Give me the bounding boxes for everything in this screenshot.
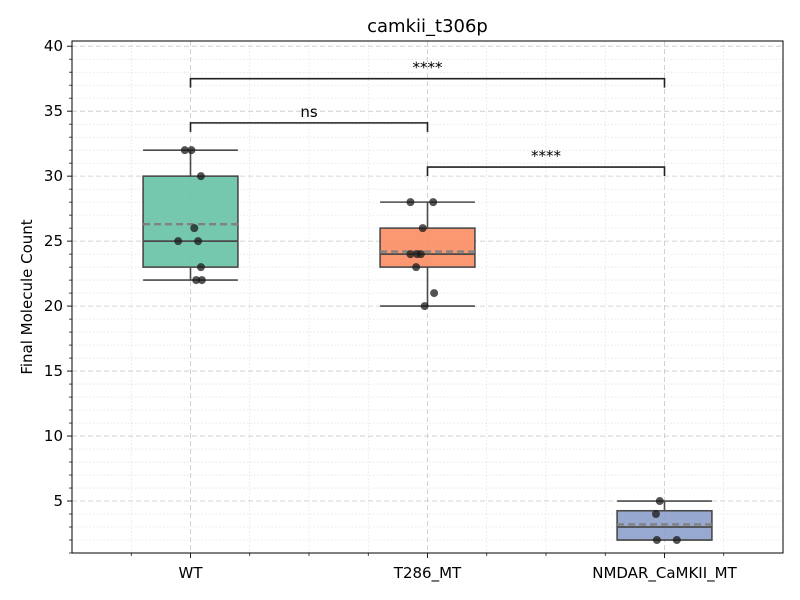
data-point — [416, 250, 425, 259]
data-point — [197, 276, 206, 285]
x-tick-label: WT — [179, 564, 204, 582]
data-point — [406, 250, 415, 259]
data-point — [406, 198, 415, 207]
y-tick-label: 35 — [44, 102, 63, 120]
data-point — [430, 289, 439, 298]
significance-annotations: ns **** **** — [189, 59, 666, 177]
bracket-line — [426, 166, 666, 177]
data-point — [652, 536, 661, 545]
significance-bracket: **** — [189, 59, 666, 88]
data-point — [418, 224, 427, 233]
y-tick-label: 20 — [44, 297, 63, 315]
chart-title: camkii_t306p — [367, 16, 488, 37]
box-WT — [142, 149, 239, 281]
y-tick-label: 40 — [44, 37, 63, 55]
box-series — [142, 149, 713, 541]
data-point — [672, 536, 681, 545]
y-axis-ticks: 5 10 15 20 25 30 35 40 — [44, 37, 72, 554]
bracket-line — [189, 122, 429, 132]
data-point — [192, 276, 201, 285]
data-point — [420, 302, 429, 311]
data-point — [651, 510, 660, 519]
data-points — [174, 146, 681, 545]
data-point — [655, 497, 664, 506]
box-T286_MT — [379, 201, 476, 307]
y-tick-label: 10 — [44, 427, 63, 445]
box-NMDAR_CaMKII_MT — [616, 500, 713, 541]
data-point — [190, 224, 199, 233]
y-tick-label: 30 — [44, 167, 63, 185]
data-point — [196, 263, 205, 272]
box-body — [142, 175, 239, 268]
data-point — [174, 237, 183, 246]
x-axis-ticks: WT T286_MT NMDAR_CaMKII_MT — [130, 553, 738, 583]
bracket-line — [189, 77, 666, 88]
significance-label: **** — [413, 59, 444, 77]
data-point — [180, 146, 189, 155]
x-tick-label: T286_MT — [393, 564, 462, 583]
y-axis-label: Final Molecule Count — [18, 219, 36, 374]
y-tick-label: 25 — [44, 232, 63, 250]
x-tick-label: NMDAR_CaMKII_MT — [592, 564, 737, 583]
significance-label: ns — [300, 103, 318, 121]
data-point — [194, 237, 203, 246]
data-point — [187, 146, 196, 155]
significance-bracket: ns — [189, 103, 429, 132]
y-tick-label: 15 — [44, 362, 63, 380]
box-body — [379, 227, 476, 268]
data-point — [412, 263, 421, 272]
data-point — [196, 172, 205, 181]
y-tick-label: 5 — [53, 492, 63, 510]
data-point — [429, 198, 438, 207]
significance-label: **** — [531, 147, 562, 165]
significance-bracket: **** — [426, 147, 666, 177]
